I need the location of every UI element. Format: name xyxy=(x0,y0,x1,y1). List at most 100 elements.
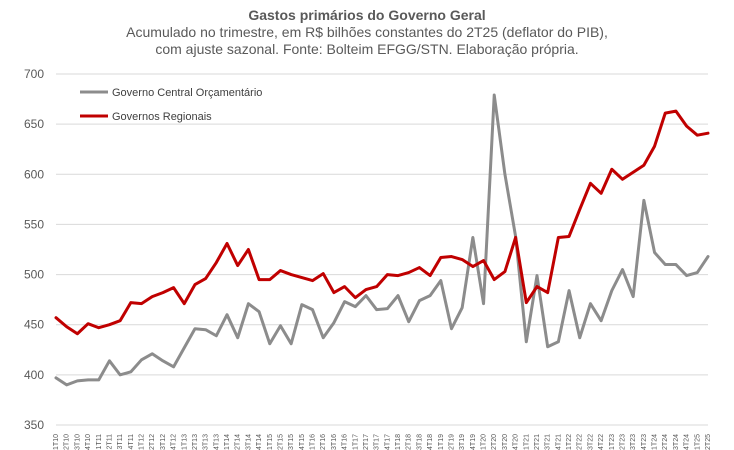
x-tick-label: 2T13 xyxy=(192,434,199,450)
data-point xyxy=(482,302,485,305)
data-point xyxy=(161,291,165,294)
y-axis: 350 400 450 500 550 600 650 700 xyxy=(24,67,44,432)
data-point xyxy=(97,326,100,329)
x-tick-label: 3T22 xyxy=(587,434,594,450)
data-point xyxy=(150,352,154,355)
x-tick-label: 1T14 xyxy=(224,434,231,450)
data-point xyxy=(172,286,175,289)
data-point xyxy=(535,274,539,277)
data-point xyxy=(674,263,678,266)
x-tick-label: 1T20 xyxy=(481,434,488,450)
data-point xyxy=(140,358,143,362)
data-point xyxy=(428,294,432,297)
x-tick-label: 4T14 xyxy=(256,434,263,450)
data-point xyxy=(642,164,646,167)
x-tick-label: 3T11 xyxy=(117,434,124,450)
data-point xyxy=(418,266,421,269)
x-tick-label: 1T25 xyxy=(694,434,701,450)
data-point xyxy=(653,251,656,254)
x-tick-label: 1T11 xyxy=(96,434,103,450)
data-point xyxy=(172,365,175,369)
x-tick-label: 2T12 xyxy=(149,434,156,450)
x-axis: 1T10 2T10 3T10 4T10 1T11 2T11 3T11 4T11 1T12 2T12… xyxy=(53,434,712,450)
x-tick-label: 2T15 xyxy=(277,434,284,450)
series-line-governo-central xyxy=(54,93,710,387)
x-tick-label: 4T15 xyxy=(299,434,306,450)
x-tick-label: 2T24 xyxy=(662,434,669,450)
data-point xyxy=(599,192,603,195)
y-tick-label: 700 xyxy=(24,67,44,81)
x-tick-label: 3T16 xyxy=(331,434,338,450)
data-point xyxy=(610,168,614,171)
x-tick-label: 1T24 xyxy=(652,434,659,450)
data-point xyxy=(621,268,624,271)
data-point xyxy=(396,294,400,297)
x-tick-label: 2T10 xyxy=(64,434,71,450)
x-tick-label: 1T19 xyxy=(438,434,445,450)
x-tick-label: 4T22 xyxy=(598,434,605,450)
y-tick-label: 500 xyxy=(24,268,44,282)
data-point xyxy=(493,278,496,281)
data-point xyxy=(578,336,581,339)
data-point xyxy=(118,319,122,322)
x-tick-label: 3T19 xyxy=(459,434,466,450)
data-point xyxy=(407,271,410,274)
data-point xyxy=(631,171,635,174)
data-point xyxy=(375,285,378,288)
data-point xyxy=(460,258,464,261)
data-point xyxy=(54,316,58,319)
chart-subtitle-line-1: Acumulado no trimestre, em R$ bilhões co… xyxy=(126,24,608,40)
data-point xyxy=(289,342,293,345)
data-point xyxy=(589,182,592,185)
data-point xyxy=(183,302,186,305)
legend-label-governo-central: Governo Central Orçamentário xyxy=(112,87,262,99)
y-tick-label: 350 xyxy=(24,418,44,432)
data-point xyxy=(471,265,475,268)
data-point xyxy=(706,255,710,258)
data-point xyxy=(225,242,229,245)
data-point xyxy=(546,291,549,294)
x-tick-label: 1T21 xyxy=(523,434,530,450)
data-point xyxy=(225,313,229,316)
x-tick-label: 1T22 xyxy=(566,434,573,450)
x-tick-label: 1T18 xyxy=(395,434,402,450)
data-point xyxy=(407,320,410,323)
data-point xyxy=(129,301,133,304)
x-tick-label: 2T21 xyxy=(534,434,541,450)
x-tick-label: 2T19 xyxy=(448,434,455,450)
x-tick-label: 4T18 xyxy=(427,434,434,450)
x-tick-label: 4T23 xyxy=(641,434,648,450)
y-tick-label: 450 xyxy=(24,318,44,332)
data-point xyxy=(386,273,389,276)
data-point xyxy=(311,308,314,311)
data-point xyxy=(257,310,261,313)
data-point xyxy=(354,305,357,308)
data-point xyxy=(685,274,688,277)
data-point xyxy=(65,383,68,387)
data-point xyxy=(193,283,197,286)
data-point xyxy=(557,236,560,239)
data-point xyxy=(343,285,346,288)
x-tick-label: 1T12 xyxy=(139,434,146,450)
x-tick-label: 3T17 xyxy=(374,434,381,450)
x-tick-label: 3T21 xyxy=(545,434,552,450)
data-point xyxy=(642,199,646,202)
data-point xyxy=(621,178,624,181)
data-point xyxy=(610,289,614,292)
x-tick-label: 2T22 xyxy=(577,434,584,450)
data-point xyxy=(247,248,250,251)
data-point xyxy=(386,307,389,310)
legend-label-governos-regionais: Governos Regionais xyxy=(112,111,212,123)
data-point xyxy=(118,373,122,377)
x-tick-label: 2T14 xyxy=(235,434,242,450)
data-point xyxy=(664,263,667,266)
y-tick-label: 400 xyxy=(24,368,44,382)
data-point xyxy=(364,288,368,291)
data-point xyxy=(86,322,90,325)
x-tick-label: 3T23 xyxy=(630,434,637,450)
x-tick-label: 3T13 xyxy=(203,434,210,450)
data-point xyxy=(696,133,699,137)
chart-subtitle-line-2: com ajuste sazonal. Fonte: Bolteim EFGG/… xyxy=(155,41,578,57)
data-point xyxy=(108,323,111,326)
y-tick-label: 600 xyxy=(24,167,44,181)
